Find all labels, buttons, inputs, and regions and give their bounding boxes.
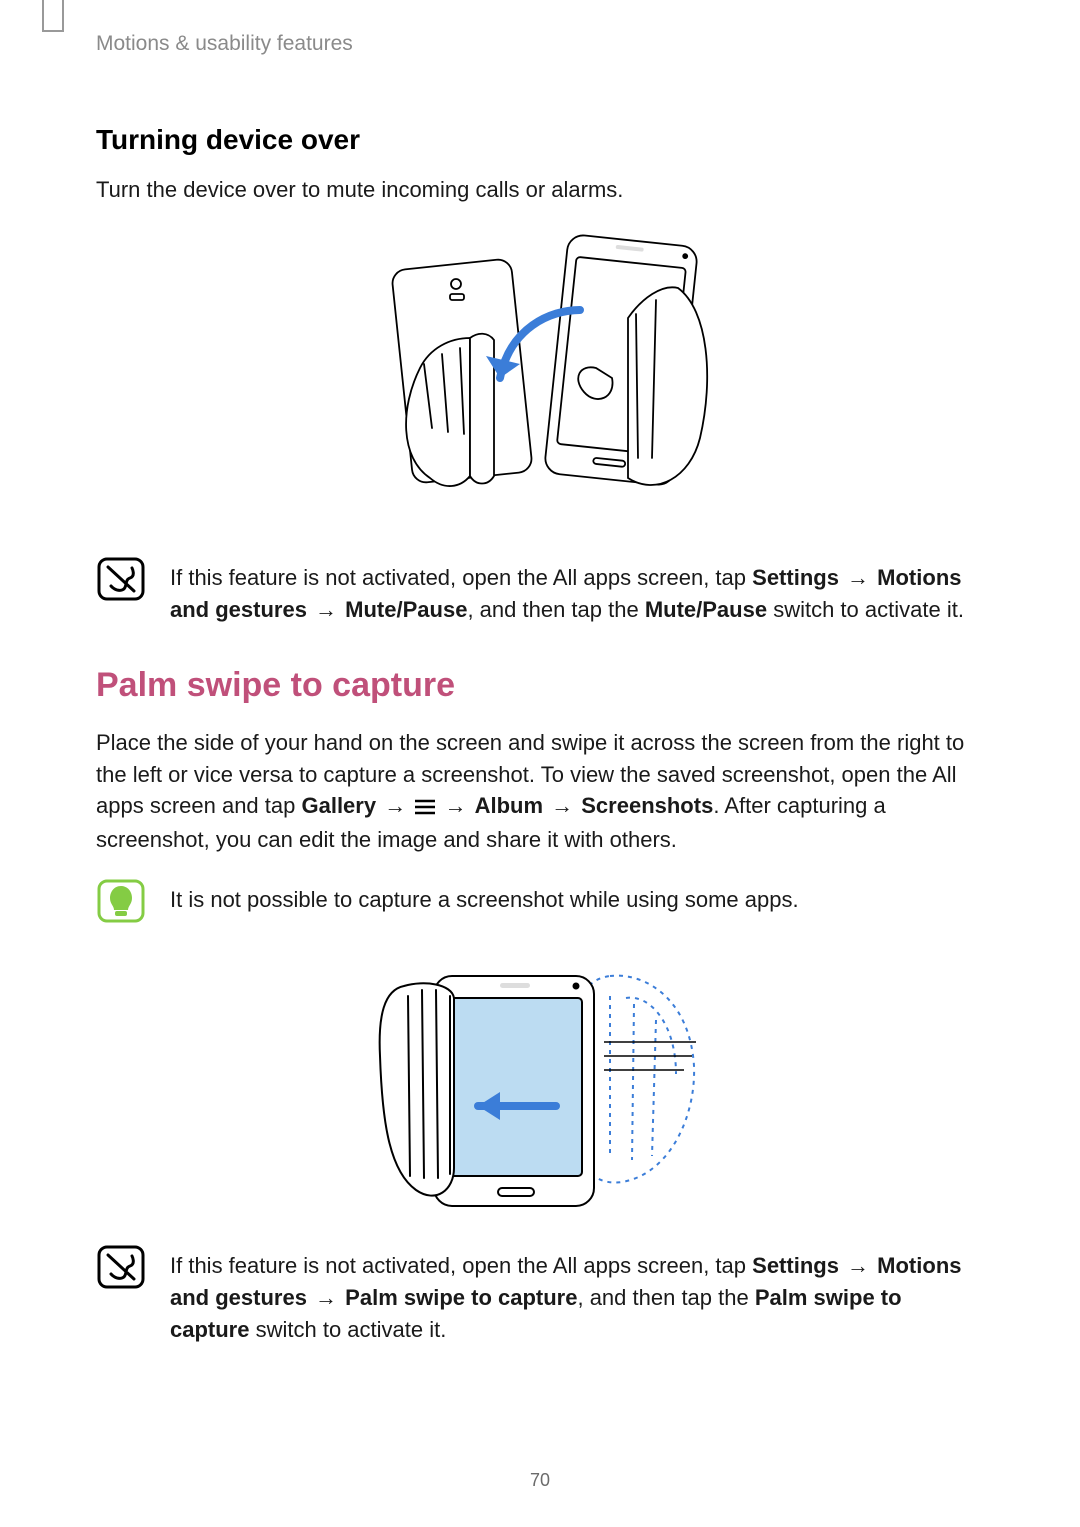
note1-arrow2: → <box>309 597 343 622</box>
page-tab-mark <box>42 0 64 32</box>
turn-over-illustration <box>360 228 720 528</box>
note2: It is not possible to capture a screensh… <box>96 878 984 924</box>
menu-icon <box>414 792 436 824</box>
section2-title: Palm swipe to capture <box>96 666 984 705</box>
note1-t2: , and then tap the <box>467 597 644 622</box>
note3: If this feature is not activated, open t… <box>96 1244 984 1346</box>
palm-swipe-illustration <box>350 946 730 1216</box>
note1-b3: Mute/Pause <box>345 597 467 622</box>
note3-b1: Settings <box>752 1253 839 1278</box>
figure-turn-over <box>96 228 984 528</box>
section1-body: Turn the device over to mute incoming ca… <box>96 174 984 206</box>
note-icon <box>96 1244 146 1290</box>
page-number: 70 <box>0 1470 1080 1491</box>
section2-b3: Screenshots <box>581 793 713 818</box>
note3-t1: If this feature is not activated, open t… <box>170 1253 752 1278</box>
section2-arrow2: → <box>438 793 472 818</box>
section1-title: Turning device over <box>96 124 984 156</box>
note2-text: It is not possible to capture a screensh… <box>170 878 799 916</box>
figure-palm-swipe <box>96 946 984 1216</box>
breadcrumb: Motions & usability features <box>96 32 984 56</box>
note3-text: If this feature is not activated, open t… <box>170 1244 984 1346</box>
note3-arrow2: → <box>309 1285 343 1310</box>
note1-text: If this feature is not activated, open t… <box>170 556 984 626</box>
note1-b4: Mute/Pause <box>645 597 767 622</box>
section2-b1: Gallery <box>301 793 376 818</box>
section2-body: Place the side of your hand on the scree… <box>96 727 984 857</box>
section2-b2: Album <box>475 793 543 818</box>
note3-t2: , and then tap the <box>577 1285 754 1310</box>
note1-arrow1: → <box>841 565 875 590</box>
note1-t1: If this feature is not activated, open t… <box>170 565 752 590</box>
warning-icon <box>96 878 146 924</box>
note-icon <box>96 556 146 602</box>
note1: If this feature is not activated, open t… <box>96 556 984 626</box>
section2-arrow1: → <box>378 793 412 818</box>
section2-arrow3: → <box>545 793 579 818</box>
note3-arrow1: → <box>841 1253 875 1278</box>
note1-t3: switch to activate it. <box>767 597 964 622</box>
note3-t3: switch to activate it. <box>249 1317 446 1342</box>
note3-b3: Palm swipe to capture <box>345 1285 577 1310</box>
note1-b1: Settings <box>752 565 839 590</box>
page: Motions & usability features Turning dev… <box>0 0 1080 1527</box>
